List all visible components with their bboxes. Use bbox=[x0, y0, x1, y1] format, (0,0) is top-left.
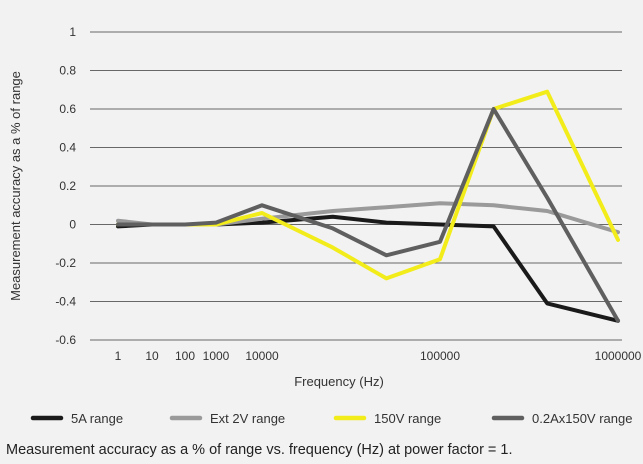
y-axis-label: Measurement accuracy as a % of range bbox=[8, 71, 23, 301]
y-tick-label: 0.8 bbox=[59, 64, 76, 78]
legend-label-3: 150V range bbox=[374, 411, 441, 426]
legend: 5A range Ext 2V range 150V range 0.2Ax150V … bbox=[30, 411, 632, 426]
x-tick-label: 1000000 bbox=[595, 349, 642, 363]
y-tick-label: 0.6 bbox=[59, 102, 76, 116]
x-tick-labels: 1 10 100 1000 10000 100000 1000000 bbox=[115, 349, 642, 363]
y-tick-label: 0.4 bbox=[59, 141, 76, 155]
y-tick-label: 1 bbox=[69, 25, 76, 39]
y-tick-label: -0.4 bbox=[55, 295, 76, 309]
x-tick-label: 10000 bbox=[245, 349, 279, 363]
x-axis-label: Frequency (Hz) bbox=[294, 374, 384, 389]
x-tick-label: 1 bbox=[115, 349, 122, 363]
figure-caption: Measurement accuracy as a % of range vs.… bbox=[6, 442, 513, 458]
series-lines bbox=[116, 89, 620, 323]
y-tick-label: -0.2 bbox=[55, 256, 76, 270]
x-tick-label: 100000 bbox=[420, 349, 460, 363]
y-tick-label: 0 bbox=[69, 218, 76, 232]
y-tick-labels: 1 0.8 0.6 0.4 0.2 0 -0.2 -0.4 -0.6 bbox=[55, 25, 76, 347]
legend-label-4: 0.2Ax150V range bbox=[532, 411, 632, 426]
x-tick-label: 10 bbox=[145, 349, 159, 363]
y-tick-label: -0.6 bbox=[55, 333, 76, 347]
legend-label-1: 5A range bbox=[71, 411, 123, 426]
legend-label-2: Ext 2V range bbox=[210, 411, 285, 426]
x-tick-label: 1000 bbox=[203, 349, 230, 363]
y-tick-label: 0.2 bbox=[59, 179, 76, 193]
series-line-4 bbox=[116, 107, 620, 323]
x-tick-label: 100 bbox=[175, 349, 195, 363]
